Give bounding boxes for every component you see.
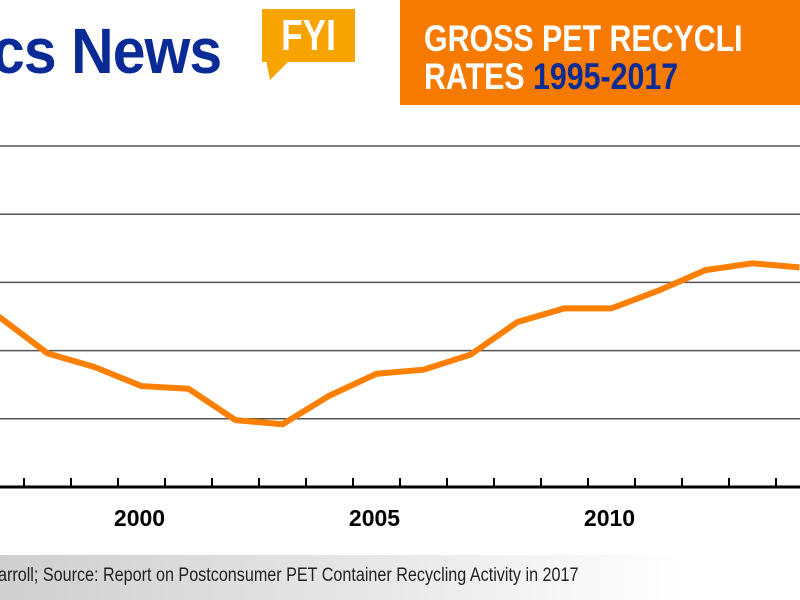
fyi-text: FYI [281,11,336,60]
x-tick-label: 2000 [114,505,165,531]
chart-title-line1: GROSS PET RECYCLI [424,18,743,59]
fyi-badge: FYI [262,9,355,62]
source-text: arroll; Source: Report on Postconsumer P… [0,565,579,586]
chart-title-box: GROSS PET RECYCLI RATES 1995-2017 [400,0,800,105]
x-tick-label: 2010 [584,505,635,531]
speech-bubble-tail-icon [266,60,290,80]
source-bar: arroll; Source: Report on Postconsumer P… [0,555,800,600]
title-rates: RATES [424,56,525,97]
brand-logo-text: cs News [0,15,222,87]
series-line [0,260,800,428]
chart-title-line2: RATES 1995-2017 [424,56,678,98]
title-years: 1995-2017 [533,56,679,97]
x-tick-label: 2005 [349,505,400,531]
